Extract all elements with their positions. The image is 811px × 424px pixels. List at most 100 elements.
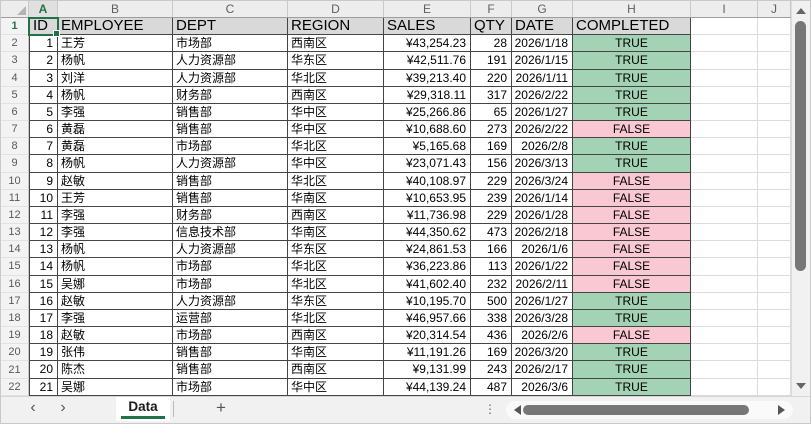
cell-E16[interactable]: ¥41,602.40 (384, 275, 471, 293)
cell-D12[interactable]: 西南区 (288, 206, 384, 225)
column-header-H[interactable]: H (573, 1, 691, 17)
cell-A21[interactable]: 20 (29, 361, 58, 379)
cell-J10[interactable] (758, 172, 791, 190)
row-header-8[interactable]: 8 (1, 138, 29, 156)
cell-C7[interactable]: 销售部 (173, 121, 288, 139)
cell-C19[interactable]: 市场部 (173, 327, 288, 345)
cell-C22[interactable]: 市场部 (173, 378, 288, 396)
cell-C8[interactable]: 市场部 (173, 138, 288, 156)
row-header-2[interactable]: 2 (1, 35, 29, 53)
cell-E20[interactable]: ¥11,191.26 (384, 344, 471, 362)
header-cell-completed[interactable]: COMPLETED (573, 18, 691, 36)
cell-H16[interactable]: FALSE (573, 275, 691, 293)
cell-F8[interactable]: 169 (471, 138, 512, 156)
cell-B21[interactable]: 陈杰 (58, 361, 173, 379)
column-header-E[interactable]: E (384, 1, 471, 17)
cell-J4[interactable] (758, 69, 791, 87)
cell-G16[interactable]: 2026/2/11 (512, 275, 573, 293)
row-header-19[interactable]: 19 (1, 327, 29, 345)
cell-D9[interactable]: 华中区 (288, 155, 384, 173)
row-header-4[interactable]: 4 (1, 69, 29, 87)
cell-C6[interactable]: 销售部 (173, 103, 288, 122)
cell-I22[interactable] (691, 378, 758, 396)
cell-E15[interactable]: ¥36,223.86 (384, 258, 471, 276)
cell-C14[interactable]: 人力资源部 (173, 241, 288, 259)
cell-C10[interactable]: 销售部 (173, 172, 288, 190)
cell-J8[interactable] (758, 138, 791, 156)
cell-E3[interactable]: ¥42,511.76 (384, 52, 471, 70)
cell-D11[interactable]: 华南区 (288, 189, 384, 207)
cell-A20[interactable]: 19 (29, 344, 58, 362)
cell-A22[interactable]: 21 (29, 378, 58, 396)
scroll-down-icon[interactable] (796, 383, 806, 389)
cell-B19[interactable]: 赵敏 (58, 327, 173, 345)
cell-H18[interactable]: TRUE (573, 309, 691, 328)
cell-E5[interactable]: ¥29,318.11 (384, 86, 471, 104)
horizontal-scrollbar-thumb[interactable] (523, 405, 749, 415)
cell-C15[interactable]: 市场部 (173, 258, 288, 276)
column-header-B[interactable]: B (58, 1, 173, 17)
cell-D18[interactable]: 华北区 (288, 309, 384, 328)
cell-B11[interactable]: 王芳 (58, 189, 173, 207)
cell-A6[interactable]: 5 (29, 103, 58, 122)
cell-D2[interactable]: 西南区 (288, 35, 384, 53)
cell-J19[interactable] (758, 327, 791, 345)
cell-A14[interactable]: 13 (29, 241, 58, 259)
cell-G14[interactable]: 2026/1/6 (512, 241, 573, 259)
prev-sheet-button[interactable]: ‹ (30, 399, 36, 416)
cell-B18[interactable]: 李强 (58, 309, 173, 328)
cell-J13[interactable] (758, 224, 791, 242)
header-cell-qty[interactable]: QTY (471, 18, 512, 36)
cell-I10[interactable] (691, 172, 758, 190)
cell-I21[interactable] (691, 361, 758, 379)
cell-C18[interactable]: 运营部 (173, 309, 288, 328)
cell-F2[interactable]: 28 (471, 35, 512, 53)
cell-E7[interactable]: ¥10,688.60 (384, 121, 471, 139)
row-header-12[interactable]: 12 (1, 206, 29, 225)
cell-F6[interactable]: 65 (471, 103, 512, 122)
cell-C9[interactable]: 人力资源部 (173, 155, 288, 173)
cell-D16[interactable]: 华北区 (288, 275, 384, 293)
cell-F12[interactable]: 229 (471, 206, 512, 225)
column-header-J[interactable]: J (758, 1, 791, 17)
cell-D22[interactable]: 华中区 (288, 378, 384, 396)
cell-G12[interactable]: 2026/1/28 (512, 206, 573, 225)
cell-H10[interactable]: FALSE (573, 172, 691, 190)
cell-I19[interactable] (691, 327, 758, 345)
cell-E10[interactable]: ¥40,108.97 (384, 172, 471, 190)
cell-F7[interactable]: 273 (471, 121, 512, 139)
cell-D7[interactable]: 华中区 (288, 121, 384, 139)
scroll-right-icon[interactable] (778, 405, 785, 415)
cell-C17[interactable]: 人力资源部 (173, 292, 288, 310)
cell-D3[interactable]: 华东区 (288, 52, 384, 70)
cell-B17[interactable]: 赵敏 (58, 292, 173, 310)
cell-H8[interactable]: TRUE (573, 138, 691, 156)
cell-G13[interactable]: 2026/2/18 (512, 224, 573, 242)
cell-B22[interactable]: 吴娜 (58, 378, 173, 396)
cell-B20[interactable]: 张伟 (58, 344, 173, 362)
cell-G11[interactable]: 2026/1/14 (512, 189, 573, 207)
add-sheet-button[interactable]: + (216, 398, 226, 417)
cell-J15[interactable] (758, 258, 791, 276)
cell-E9[interactable]: ¥23,071.43 (384, 155, 471, 173)
cell-A7[interactable]: 6 (29, 121, 58, 139)
cell-H11[interactable]: FALSE (573, 189, 691, 207)
cell-E4[interactable]: ¥39,213.40 (384, 69, 471, 87)
cell-F18[interactable]: 338 (471, 309, 512, 328)
cell-E2[interactable]: ¥43,254.23 (384, 35, 471, 53)
cell-H5[interactable]: TRUE (573, 86, 691, 104)
header-cell-region[interactable]: REGION (288, 18, 384, 36)
cell-H3[interactable]: TRUE (573, 52, 691, 70)
cell-G19[interactable]: 2026/2/6 (512, 327, 573, 345)
cell-E14[interactable]: ¥24,861.53 (384, 241, 471, 259)
cell-G3[interactable]: 2026/1/15 (512, 52, 573, 70)
cell-A17[interactable]: 16 (29, 292, 58, 310)
cell-H12[interactable]: FALSE (573, 206, 691, 225)
row-header-10[interactable]: 10 (1, 172, 29, 190)
select-all-button[interactable] (1, 1, 29, 17)
cell-H20[interactable]: TRUE (573, 344, 691, 362)
row-header-22[interactable]: 22 (1, 378, 29, 396)
cell-F13[interactable]: 473 (471, 224, 512, 242)
column-header-G[interactable]: G (512, 1, 573, 17)
cell-I4[interactable] (691, 69, 758, 87)
